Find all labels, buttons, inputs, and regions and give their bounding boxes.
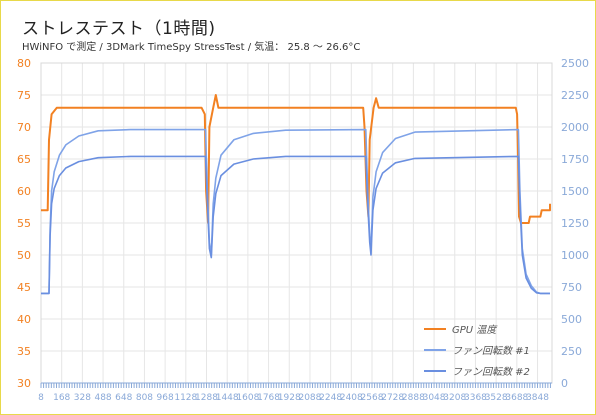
left-axis-tick-label: 30: [17, 377, 31, 390]
right-axis-tick-label: 1250: [561, 217, 589, 230]
legend-swatch-fan2: [424, 369, 446, 372]
left-axis-tick-label: 35: [17, 345, 31, 358]
grid-lines: [40, 62, 553, 384]
x-axis-tick-label: 648: [115, 393, 132, 403]
right-axis-tick-label: 250: [561, 345, 582, 358]
x-axis-tick-label: 3528: [485, 393, 508, 403]
series-line-fan1: [41, 128, 550, 295]
series-line-fan2: [41, 155, 550, 295]
x-axis-tick-label: 1608: [236, 393, 259, 403]
x-axis-tick-label: 8: [38, 393, 44, 403]
x-axis-tick-label: 808: [136, 393, 153, 403]
axes: 30 35 40 45 50 55 60 65 70 75 80 0 250 500 750 1000 1250…: [17, 57, 589, 403]
left-axis-tick-label: 80: [17, 57, 31, 70]
x-axis-tick-label: 1928: [278, 393, 301, 403]
left-axis-tick-label: 70: [17, 121, 31, 134]
x-axis-tick-label: 968: [157, 393, 174, 403]
right-axis-tick-label: 1000: [561, 249, 589, 262]
legend-item-fan1: ファン回転数 #1: [424, 339, 564, 360]
x-axis-tick-label: 2408: [340, 393, 363, 403]
x-axis-tick-label: 2248: [319, 393, 342, 403]
left-axis-tick-label: 40: [17, 313, 31, 326]
left-axis-tick-label: 45: [17, 281, 31, 294]
x-axis-tick-label: 1768: [257, 393, 280, 403]
chart-subtitle: HWiNFO で測定 / 3DMark TimeSpy StressTest /…: [22, 42, 361, 53]
x-axis-tick-label: 1128: [174, 393, 197, 403]
right-axis-tick-label: 2500: [561, 57, 589, 70]
left-axis-tick-label: 65: [17, 153, 31, 166]
legend-label-fan2: ファン回転数 #2: [452, 367, 530, 378]
x-axis-tick-label: 488: [94, 393, 111, 403]
x-axis-tick-label: 1448: [216, 393, 239, 403]
right-axis-tick-label: 1750: [561, 153, 589, 166]
x-axis-tick-label: 168: [53, 393, 70, 403]
left-axis-tick-label: 55: [17, 217, 31, 230]
legend-item-gpu-temp: GPU 温度: [424, 318, 564, 339]
x-axis-tick-label: 2728: [381, 393, 404, 403]
chart-legend: GPU 温度 ファン回転数 #1 ファン回転数 #2: [424, 318, 564, 381]
x-axis-tick-label: 2568: [361, 393, 384, 403]
right-axis-tick-label: 1500: [561, 185, 589, 198]
x-axis-tick-label: 328: [74, 393, 91, 403]
left-axis-tick-label: 50: [17, 249, 31, 262]
chart-title: ストレステスト（1時間): [22, 19, 216, 39]
series-lines: [41, 94, 551, 295]
x-axis-tick-label: 3848: [526, 393, 549, 403]
x-axis-tick-label: 3048: [423, 393, 446, 403]
legend-swatch-fan1: [424, 348, 446, 351]
x-axis-tick-label: 3208: [443, 393, 466, 403]
left-axis-tick-label: 60: [17, 185, 31, 198]
x-axis-tick-label: 3368: [464, 393, 487, 403]
right-axis-tick-label: 0: [561, 377, 568, 390]
right-axis-tick-label: 500: [561, 313, 582, 326]
legend-label-fan1: ファン回転数 #1: [452, 346, 530, 357]
x-axis-tick-label: 1288: [195, 393, 218, 403]
left-axis-tick-label: 75: [17, 89, 31, 102]
x-axis-tick-label: 2088: [298, 393, 321, 403]
right-axis-tick-label: 2000: [561, 121, 589, 134]
x-axis-tick-label: 3688: [505, 393, 528, 403]
legend-label-gpu-temp: GPU 温度: [452, 325, 497, 336]
legend-item-fan2: ファン回転数 #2: [424, 360, 564, 381]
right-axis-tick-label: 750: [561, 281, 582, 294]
x-axis-tick-label: 2888: [402, 393, 425, 403]
legend-swatch-gpu-temp: [424, 327, 446, 330]
right-axis-tick-label: 2250: [561, 89, 589, 102]
